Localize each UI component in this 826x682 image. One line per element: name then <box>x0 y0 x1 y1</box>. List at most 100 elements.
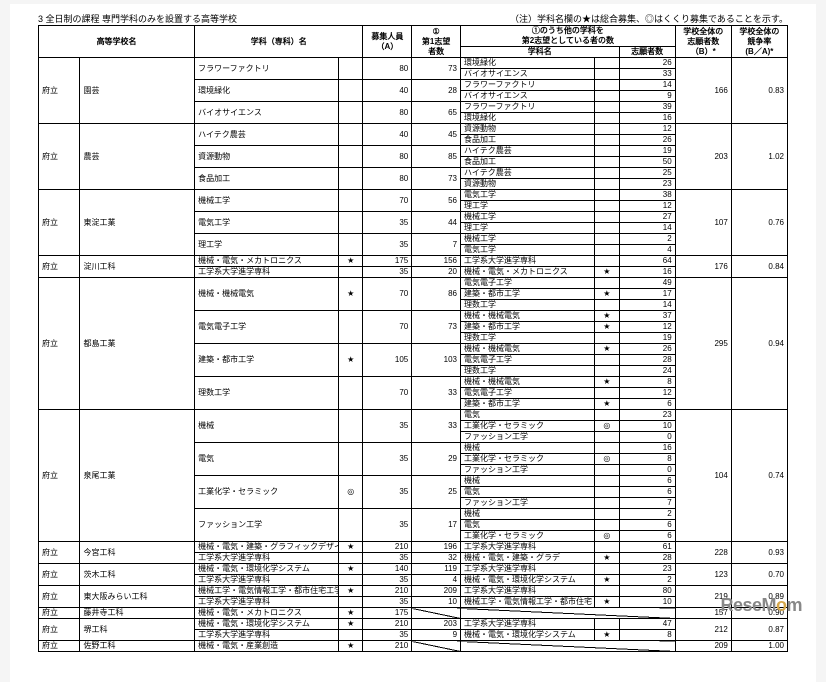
school-cell: 茨木工科 <box>80 564 195 586</box>
capacity-cell: 140 <box>363 564 412 575</box>
dept-name-cell: フラワーファクトリ <box>195 58 339 80</box>
dept-mark-cell <box>339 168 363 190</box>
dept-name-cell: 工学系大学進学専科 <box>195 630 339 641</box>
second-mark-cell <box>595 223 619 234</box>
second-dept-cell: ファッション工学 <box>461 465 595 476</box>
second-dept-cell: 工業化学・セラミック <box>461 531 595 542</box>
second-dept-cell: 機械・電気・メカトロニクス <box>461 267 595 278</box>
second-count-cell: 0 <box>619 465 675 476</box>
prefix-cell: 府立 <box>39 124 80 190</box>
second-count-cell: 14 <box>619 80 675 91</box>
dept-mark-cell: ★ <box>339 619 363 630</box>
first-choice-cell <box>412 608 461 619</box>
dept-name-cell: 理数工学 <box>195 377 339 410</box>
capacity-cell: 35 <box>363 443 412 476</box>
dept-name-cell: 機械・電気・環境化学システム <box>195 564 339 575</box>
second-count-cell: 19 <box>619 333 675 344</box>
head-ratio: 学校全体の競争率(B／A)* <box>731 26 787 58</box>
second-dept-cell: 電気工学 <box>461 245 595 256</box>
capacity-cell: 175 <box>363 256 412 267</box>
second-mark-cell: ★ <box>595 399 619 410</box>
school-ratio-cell: 0.93 <box>731 542 787 564</box>
second-mark-cell: ◎ <box>595 531 619 542</box>
dept-mark-cell <box>339 443 363 476</box>
school-total-cell: 295 <box>675 278 731 410</box>
second-dept-cell: 電気 <box>461 520 595 531</box>
school-cell: 東淀工業 <box>80 190 195 256</box>
capacity-cell: 80 <box>363 102 412 124</box>
first-choice-cell: 203 <box>412 619 461 630</box>
first-choice-cell: 9 <box>412 630 461 641</box>
head-dept: 学科（専科）名 <box>195 26 363 58</box>
second-slash-cell <box>461 641 676 652</box>
head-first: ①第1志望者数 <box>412 26 461 58</box>
prefix-cell: 府立 <box>39 58 80 124</box>
second-count-cell: 10 <box>619 597 675 608</box>
second-mark-cell: ★ <box>595 344 619 355</box>
dept-name-cell: 機械 <box>195 410 339 443</box>
dept-name-cell: 機械・機械電気 <box>195 278 339 311</box>
second-mark-cell: ★ <box>595 289 619 300</box>
head-total: 学校全体の志願者数（B）* <box>675 26 731 58</box>
second-mark-cell <box>595 201 619 212</box>
second-count-cell: 12 <box>619 322 675 333</box>
second-mark-cell <box>595 124 619 135</box>
second-dept-cell: ファッション工学 <box>461 432 595 443</box>
second-count-cell: 47 <box>619 619 675 630</box>
second-dept-cell: 理工学 <box>461 201 595 212</box>
prefix-cell: 府立 <box>39 410 80 542</box>
second-mark-cell <box>595 245 619 256</box>
dept-name-cell: 電気電子工学 <box>195 311 339 344</box>
second-dept-cell: 電気 <box>461 487 595 498</box>
dept-name-cell: 機械・電気・メカトロニクス <box>195 256 339 267</box>
second-dept-cell: 理数工学 <box>461 366 595 377</box>
second-dept-cell: 機械・電気・建築・グラデ <box>461 553 595 564</box>
dept-mark-cell <box>339 553 363 564</box>
second-dept-cell: 環境緑化 <box>461 58 595 69</box>
capacity-cell: 35 <box>363 553 412 564</box>
second-count-cell: 16 <box>619 113 675 124</box>
second-dept-cell: 機械工学・電気情報工学・都市住宅 <box>461 597 595 608</box>
school-ratio-cell: 0.74 <box>731 410 787 542</box>
school-ratio-cell: 0.87 <box>731 619 787 641</box>
second-count-cell: 26 <box>619 135 675 146</box>
second-count-cell: 12 <box>619 388 675 399</box>
second-count-cell: 8 <box>619 454 675 465</box>
second-count-cell: 6 <box>619 531 675 542</box>
dept-mark-cell: ★ <box>339 586 363 597</box>
prefix-cell: 府立 <box>39 641 80 652</box>
second-mark-cell <box>595 91 619 102</box>
second-dept-cell: 環境緑化 <box>461 113 595 124</box>
second-dept-cell: 機械・電気・環境化学システム <box>461 630 595 641</box>
second-dept-cell: 機械・電気・環境化学システム <box>461 575 595 586</box>
second-count-cell: 37 <box>619 311 675 322</box>
watermark-logo: ReseMom <box>720 595 802 616</box>
capacity-cell: 105 <box>363 344 412 377</box>
second-count-cell: 7 <box>619 498 675 509</box>
second-count-cell: 6 <box>619 487 675 498</box>
first-choice-cell: 32 <box>412 553 461 564</box>
school-cell: 園芸 <box>80 58 195 124</box>
school-cell: 佐野工科 <box>80 641 195 652</box>
second-dept-cell: 機械・機械電気 <box>461 344 595 355</box>
second-mark-cell <box>595 135 619 146</box>
page-header: 3 全日制の課程 専門学科のみを設置する高等学校 （注）学科名欄の★は総合募集、… <box>38 12 788 25</box>
second-dept-cell: 資源動物 <box>461 124 595 135</box>
second-count-cell: 14 <box>619 300 675 311</box>
second-dept-cell: フラワーファクトリ <box>461 80 595 91</box>
second-mark-cell <box>595 476 619 487</box>
second-count-cell: 6 <box>619 476 675 487</box>
table-body: 府立園芸フラワーファクトリ8073環境緑化261660.83バイオサイエンス33… <box>39 58 788 652</box>
dept-name-cell: 機械工学・電気情報工学・都市住宅工学・建築設備 <box>195 586 339 597</box>
first-choice-cell: 196 <box>412 542 461 553</box>
dept-mark-cell: ★ <box>339 641 363 652</box>
school-total-cell: 228 <box>675 542 731 564</box>
dept-mark-cell <box>339 212 363 234</box>
second-mark-cell <box>595 498 619 509</box>
second-dept-cell: 機械・機械電気 <box>461 377 595 388</box>
second-mark-cell <box>595 509 619 520</box>
dept-mark-cell <box>339 509 363 542</box>
second-count-cell: 14 <box>619 223 675 234</box>
second-count-cell: 28 <box>619 553 675 564</box>
first-choice-cell: 7 <box>412 234 461 256</box>
